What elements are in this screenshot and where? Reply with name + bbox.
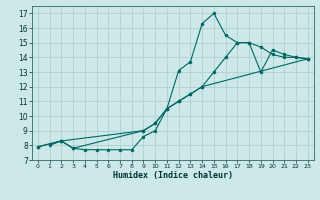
X-axis label: Humidex (Indice chaleur): Humidex (Indice chaleur) — [113, 171, 233, 180]
